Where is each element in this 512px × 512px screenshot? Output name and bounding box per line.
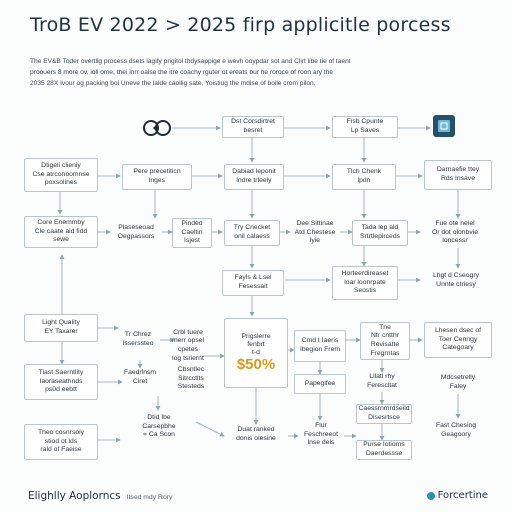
footer-note: Itsed mdy Rory bbox=[126, 494, 173, 501]
node-horiz-center: Horteerdireaset loar loonrpate Seostis bbox=[332, 266, 398, 300]
node-prosecttional: Plaseseoad Oegpassors bbox=[117, 224, 155, 240]
node-light-rate: Lllatl rhy Ferescltat bbox=[367, 373, 397, 389]
node-caescnomdeld: Caessrnmrdseild Disesrtsce bbox=[356, 404, 412, 424]
node-pear-rundd: Purse Iotioms Daerdessse bbox=[356, 440, 412, 460]
node-fadder: Faedrlnsm Ciret bbox=[123, 369, 157, 385]
footer-brand: Forcertine bbox=[437, 490, 488, 501]
node-dart-lead: Dtid Ibe Carsepbhe = Ca Scon bbox=[142, 414, 176, 439]
node-the-tier: Tne Ntr cntthr Revisatte Fregrntas bbox=[360, 322, 410, 360]
node-fast-growing: Fast Chesing Geagoory bbox=[435, 422, 477, 438]
node-try-three: Tr Chrez Isserssteo bbox=[122, 331, 154, 347]
node-light-quality: Light Quality EY Taxarer bbox=[24, 314, 98, 342]
node-try-circuit: Try Cnecket onil calaess bbox=[224, 220, 280, 246]
node-first-check: Dtigeli clieniy Cse atrconoomnse poxsoline… bbox=[24, 158, 98, 192]
node-chosen-dred: Cbsntlec Sitrcctlts Stesteds bbox=[177, 366, 205, 391]
stat-value-box: Prigslerre fenbrt t-d $50% bbox=[224, 318, 288, 388]
footer-left: Elighlly Aoplorncs Itsed mdy Rory bbox=[28, 490, 172, 502]
node-puzzle-point: Fayls & Lsel Fesessait bbox=[222, 270, 284, 296]
node-tast-scenario: Tiast Saerntlity Iaoraseathnds ps0d eebtt bbox=[24, 364, 98, 400]
stat-caption: Prigslerre fenbrt t-d bbox=[241, 333, 271, 356]
node-corks: Crbl tuere merr opsel cpetes log tsriernt bbox=[171, 328, 205, 362]
node-muchlty: Mdcsetrelly Faley bbox=[440, 374, 476, 390]
handshake-icon bbox=[143, 120, 171, 136]
node-fur-femiee: Flur Feschreeot lnse dels bbox=[303, 422, 338, 447]
node-dual-ranked: Duat ranked donis olesine bbox=[236, 426, 276, 442]
node-desitnae: Dee Sittinae Atd Chestese lyie bbox=[294, 220, 336, 245]
node-prodge: Pinded Caeltin Isjest bbox=[172, 218, 212, 248]
node-dst-coordinator: Dst Corsdirtret besret bbox=[222, 116, 284, 138]
node-draft-report: Dabiad leponit lndre trleely bbox=[224, 164, 284, 190]
circuit-board-icon bbox=[433, 115, 455, 137]
intro-line: The EV&B Toder overtlig process dsets la… bbox=[30, 58, 351, 65]
node-core-exemplary: Core Enemmby Cle caate aid fidd sewe bbox=[24, 216, 98, 248]
node-first-count: Fisb Cpunte Lp Saves bbox=[332, 116, 398, 138]
brand-dot-icon bbox=[426, 491, 435, 500]
node-code-transit: Cmd t Iaeris Ibegion Frem bbox=[294, 330, 346, 362]
node-cheir-commons: Theo cosnrsoiy stiod ot lds rald of Faeise bbox=[24, 424, 98, 460]
node-light-category: Lhgt d Cseogry Unnte ctriesy bbox=[432, 272, 480, 288]
node-tick-check: Tlch Chenk lpdn bbox=[332, 164, 396, 190]
intro-paragraph: The EV&B Toder overtlig process dsets la… bbox=[30, 56, 470, 89]
page-title: TroB EV 2022 > 2025 firp applicitle porc… bbox=[30, 14, 451, 36]
intro-line: proouers 8 more ov, ioll ome, thei inrr … bbox=[30, 69, 333, 76]
stat-value: $50% bbox=[236, 356, 276, 373]
footer-title: Elighlly Aoplorncs bbox=[28, 490, 121, 502]
footer-right: Forcertine bbox=[426, 490, 488, 501]
node-toda: Tada lep ald Srtrtlepirceds bbox=[352, 220, 408, 246]
node-fue-cable: Fue ote neiel Or dot olonbvie loncessr bbox=[431, 220, 479, 245]
intro-line: 2035 28X Ivour og packing boi Uneve the … bbox=[30, 80, 316, 87]
node-pre-procedure: Pere precetiticn lnges bbox=[122, 164, 192, 190]
node-hour-dance: Lhesen dsec of Toer Cenngy Categoary bbox=[424, 322, 492, 358]
node-damasine: Darnaefie ttey Rds Insave bbox=[424, 160, 492, 190]
node-propagation: Papeglfee bbox=[294, 374, 346, 394]
